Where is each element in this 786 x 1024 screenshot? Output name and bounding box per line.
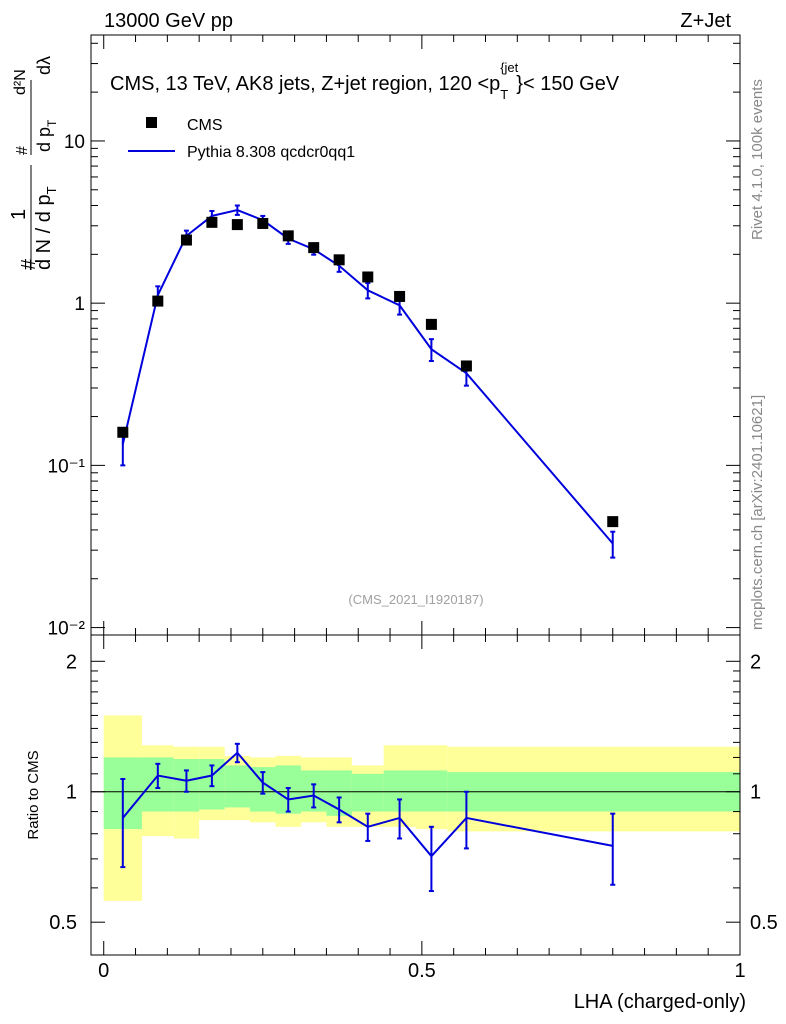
energy-label: 13000 GeV pp xyxy=(104,10,233,32)
rivet-label: Rivet 4.1.0, 100k events xyxy=(749,79,766,240)
main-ylabel: # 1 d N / d pT # d pT d²N dλ xyxy=(8,56,59,270)
main-ytick-label: 10 xyxy=(64,132,85,153)
plot-title: CMS, 13 TeV, AK8 jets, Z+jet region, 120… xyxy=(110,60,620,102)
ratio-band-inner xyxy=(415,770,448,812)
watermark: (CMS_2021_I1920187) xyxy=(348,592,483,607)
pythia-line xyxy=(121,209,614,545)
ratio-ytick-label: 0.5 xyxy=(49,912,77,934)
svg-text:d²N: d²N xyxy=(12,69,29,95)
ratio-xtick-label: 0.5 xyxy=(408,960,436,982)
cms-data-point xyxy=(152,295,164,307)
svg-text:d pT: d pT xyxy=(34,119,59,152)
cms-data-point xyxy=(425,318,437,330)
ratio-ytick-label-right: 0.5 xyxy=(750,912,778,934)
legend-cms-marker xyxy=(146,117,157,128)
cms-data-point xyxy=(231,219,243,231)
process-label: Z+Jet xyxy=(680,10,731,32)
main-ytick-label: 10⁻¹ xyxy=(48,456,86,477)
svg-text:#: # xyxy=(14,146,31,155)
ratio-band-inner xyxy=(224,765,251,808)
legend-cms-label: CMS xyxy=(187,117,223,134)
cms-data-point xyxy=(117,426,129,438)
cms-data-point xyxy=(607,516,619,528)
cms-data-point xyxy=(394,290,406,302)
svg-text:dλ: dλ xyxy=(34,56,54,75)
legend-pythia-label: Pythia 8.308 qcdcr0qq1 xyxy=(187,144,355,161)
cms-data-point xyxy=(206,216,218,228)
cms-data-point xyxy=(362,271,374,283)
cms-data-point xyxy=(257,217,269,229)
ratio-ytick-label: 1 xyxy=(66,782,77,804)
ratio-xtick-label: 1 xyxy=(734,960,745,982)
cms-data-point xyxy=(282,230,294,242)
svg-text:d N / d pT: d N / d pT xyxy=(33,186,59,270)
ratio-xtick-label: 0 xyxy=(98,960,109,982)
ratio-ytick-label-right: 2 xyxy=(750,651,761,673)
cms-data-point xyxy=(308,242,320,254)
mcplots-label: mcplots.cern.ch [arXiv:2401.10621] xyxy=(749,395,766,630)
ratio-pythia-line xyxy=(122,751,613,858)
ratio-band-inner xyxy=(351,773,384,812)
svg-text:#: # xyxy=(18,258,40,270)
ratio-plot: 0.5 0.5 1 1 2 2 0 0.5 1 Ratio to CMS LHA (charge… xyxy=(25,634,778,1013)
svg-text:1: 1 xyxy=(8,209,30,220)
ratio-ytick-label: 2 xyxy=(66,651,77,673)
ratio-ytick-label-right: 1 xyxy=(750,782,761,804)
cms-data-point xyxy=(180,234,192,246)
main-ytick-label: 10⁻² xyxy=(48,619,86,640)
cms-data-point xyxy=(333,254,345,266)
ratio-ylabel: Ratio to CMS xyxy=(25,750,42,839)
main-ytick-label: 1 xyxy=(74,294,85,315)
legend: CMS Pythia 8.308 qcdcr0qq1 xyxy=(128,117,355,161)
cms-data-point xyxy=(460,360,472,372)
main-plot: 10⁻² 10⁻¹ 1 10 CMS, 13 TeV, AK8 jets, Z+jet… xyxy=(8,34,741,640)
x-axis-label: LHA (charged-only) xyxy=(574,991,746,1013)
ratio-frame xyxy=(90,634,741,956)
